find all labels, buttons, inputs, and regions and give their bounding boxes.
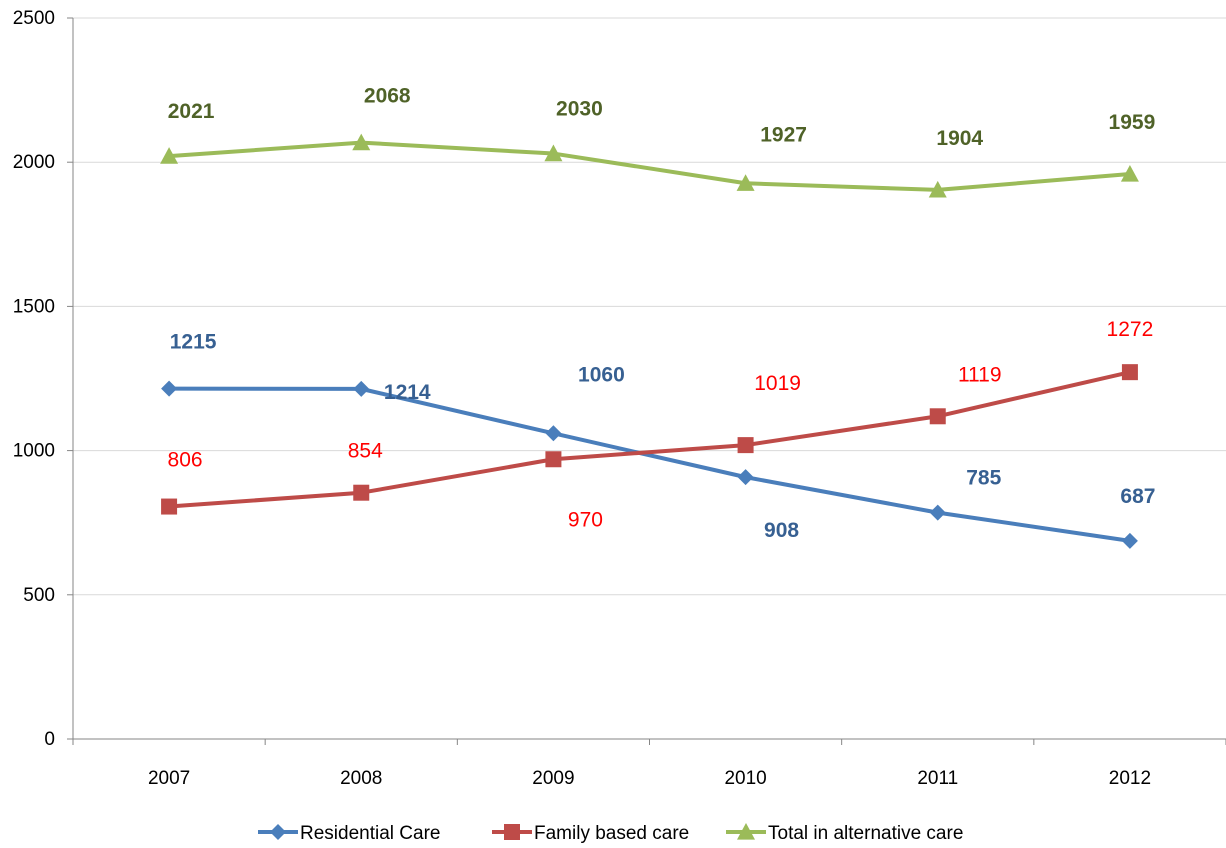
data-point-residential-care-2010 [737,469,754,486]
series-layer [160,133,1139,549]
legend-item-total-in-alternative-care: Total in alternative care [726,823,963,844]
data-point-family-based-care-2008 [353,484,370,501]
series-line-family-based-care [168,370,1131,509]
data-label-residential-care-2008: 1214 [384,381,431,404]
legend-swatch-marker [737,823,755,840]
data-label-family-based-care-2010: 1019 [754,372,801,395]
data-label-residential-care-2007: 1215 [170,331,217,354]
data-label-total-in-alternative-care-2009: 2030 [556,98,603,121]
x-tick-label: 2007 [148,768,190,789]
data-point-family-based-care-2010 [737,437,754,454]
data-point-total-in-alternative-care-2011 [928,180,947,198]
series-line-residential-care [169,386,1131,543]
legend-item-family-based-care: Family based care [492,823,689,844]
data-point-residential-care-2007 [161,380,178,397]
y-tick-label: 500 [23,585,55,606]
data-label-layer: 1215 1214 1060 908 785 687 806 854 970 1019 1119 12… [168,85,1156,543]
data-label-residential-care-2010: 908 [764,519,799,542]
data-label-family-based-care-2011: 1119 [958,363,1002,386]
data-label-family-based-care-2012: 1272 [1107,318,1154,341]
data-label-total-in-alternative-care-2012: 1959 [1109,111,1156,134]
data-point-residential-care-2011 [929,504,946,521]
x-tick-label: 2011 [917,768,958,789]
data-point-family-based-care-2009 [545,451,562,468]
y-tick-label: 0 [44,729,55,750]
data-point-residential-care-2009 [545,425,562,442]
data-point-total-in-alternative-care-2009 [544,144,563,162]
data-label-total-in-alternative-care-2007: 2021 [168,100,215,123]
legend-item-residential-care: Residential Care [258,823,440,844]
data-point-residential-care-2012 [1121,532,1138,549]
data-point-total-in-alternative-care-2008 [352,133,371,151]
data-point-family-based-care-2011 [929,408,946,425]
data-point-family-based-care-2007 [161,498,178,515]
data-label-family-based-care-2007: 806 [168,449,203,472]
data-point-total-in-alternative-care-2007 [160,147,179,164]
data-label-family-based-care-2009: 970 [568,508,603,531]
series-line-total-in-alternative-care [168,140,1131,192]
data-point-total-in-alternative-care-2012 [1120,165,1139,182]
data-label-family-based-care-2008: 854 [348,440,383,463]
x-tick-label: 2008 [340,768,382,789]
data-label-total-in-alternative-care-2011: 1904 [936,127,983,150]
x-tick-label: 2010 [724,768,766,789]
legend-label: Family based care [534,823,689,844]
y-tick-label: 2500 [13,8,55,29]
legend-label: Total in alternative care [768,823,963,844]
y-tick-label: 2000 [13,152,55,173]
y-tick-label: 1500 [13,296,55,317]
legend-label: Residential Care [300,823,440,844]
data-point-residential-care-2008 [353,380,370,397]
y-tick-label: 1000 [13,441,55,462]
x-tick-label: 2012 [1109,768,1151,789]
data-point-total-in-alternative-care-2010 [736,174,755,191]
data-label-total-in-alternative-care-2008: 2068 [364,85,411,108]
legend: Residential Care Family based care Total i… [258,823,963,844]
axis-layer: 0 500 1000 1500 2000 2500 2007 2008 2009 2010 2011… [13,8,1226,789]
data-label-residential-care-2012: 687 [1120,485,1155,508]
x-tick-label: 2009 [532,768,574,789]
data-label-residential-care-2009: 1060 [578,363,625,386]
data-label-residential-care-2011: 785 [966,467,1001,490]
data-label-total-in-alternative-care-2010: 1927 [760,123,807,146]
legend-swatch-marker [270,824,286,840]
data-point-family-based-care-2012 [1121,364,1138,381]
legend-swatch-marker [504,824,520,840]
grid-layer [73,17,1226,596]
